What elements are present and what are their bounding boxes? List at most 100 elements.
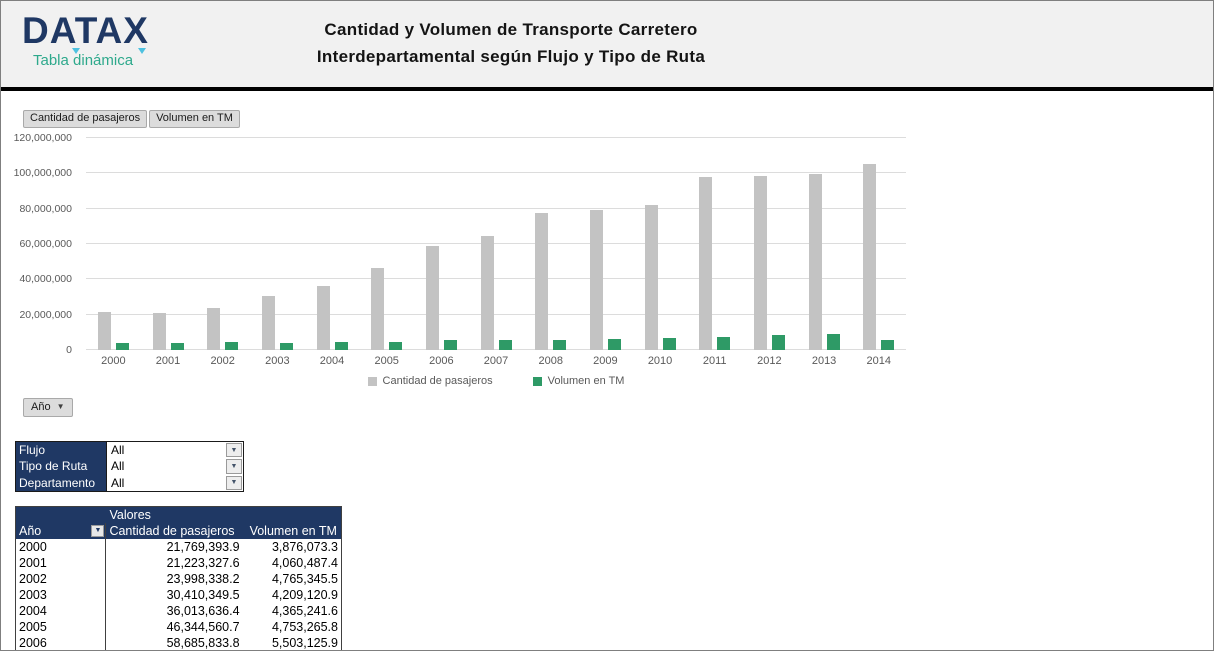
pivot-corner-cell <box>16 507 107 523</box>
passengers-bar <box>753 175 767 350</box>
passengers-bar <box>97 311 111 350</box>
filter-row-departamento: Departamento All ▼ <box>16 474 243 491</box>
x-axis-tick-label: 2014 <box>866 355 891 367</box>
table-row: 2003 30,410,349.5 4,209,120.9 <box>16 587 341 603</box>
bar-group-2011 <box>687 138 742 350</box>
y-axis-tick-labels: 0 20,000,000 40,000,000 60,000,000 80,000,00… <box>1 132 80 356</box>
bar-group-2008 <box>523 138 578 350</box>
gridline <box>86 137 906 138</box>
bar-group-2013 <box>797 138 852 350</box>
pasajeros-cell: 36,013,636.4 <box>166 604 240 618</box>
x-axis-tick-label: 2005 <box>374 355 399 367</box>
pivot-table-body: 2000 21,769,393.9 3,876,073.3 2001 21,223,32… <box>16 539 341 650</box>
filter-value-cell[interactable]: All <box>106 474 225 491</box>
year-cell: 2006 <box>16 635 107 650</box>
volumen-cell: 4,365,241.6 <box>271 604 338 618</box>
header: DATAX Tabla dinámica Cantidad y Volumen … <box>1 1 1213 91</box>
values-header: Valores <box>109 508 151 522</box>
pasajeros-cell: 46,344,560.7 <box>166 620 240 634</box>
x-axis-tick-label: 2013 <box>811 355 837 367</box>
x-axis-tick-label: 2011 <box>702 355 727 367</box>
filter-label: Tipo de Ruta <box>16 458 106 475</box>
legend-swatch-icon <box>532 376 542 386</box>
passengers-bar <box>207 307 221 350</box>
x-axis-tick-labels: 2000 2001 2002 2003 2004 2005 2006 2007 2008 2009… <box>86 355 906 367</box>
bar-group-2007 <box>469 138 524 350</box>
filter-dropdown-button[interactable]: ▼ <box>226 459 242 474</box>
gridline <box>86 172 906 174</box>
legend-item: Cantidad de pasajeros <box>367 375 493 387</box>
bar-group-2012 <box>742 138 797 350</box>
volume-bar <box>826 334 840 350</box>
volume-bar <box>662 337 676 350</box>
year-cell: 2003 <box>16 587 107 603</box>
x-axis-tick-label: 2007 <box>483 355 509 367</box>
year-filter-dropdown-button[interactable]: ▼ <box>91 525 105 537</box>
y-axis-tick-label: 120,000,000 <box>13 132 72 144</box>
page-title-line1: Cantidad y Volumen de Transporte Carrete… <box>324 20 698 39</box>
volume-bar <box>389 341 403 350</box>
x-axis-tick-label: 2000 <box>101 355 126 367</box>
year-cell: 2001 <box>16 555 107 571</box>
year-field-button[interactable]: Año ▼ <box>23 398 73 417</box>
volume-bar <box>279 342 293 350</box>
filter-row-flujo: Flujo All ▼ <box>16 442 243 459</box>
table-row: 2004 36,013,636.4 4,365,241.6 <box>16 603 341 619</box>
legend-swatch-icon <box>367 376 377 386</box>
chevron-down-icon: ▼ <box>56 402 65 411</box>
pasajeros-cell: 58,685,833.8 <box>166 636 240 650</box>
gridline <box>86 313 906 315</box>
passengers-bar <box>261 296 275 350</box>
filter-label: Departamento <box>16 474 106 491</box>
logo-subtitle: Tabla dinámica <box>33 51 134 69</box>
bar-group-2009 <box>578 138 633 350</box>
y-axis-tick-label: 0 <box>66 344 72 356</box>
page-title: Cantidad y Volumen de Transporte Carrete… <box>231 16 791 70</box>
x-axis-tick-label: 2006 <box>429 355 454 367</box>
table-row: 2001 21,223,327.6 4,060,487.4 <box>16 555 341 571</box>
bar-group-2000 <box>86 138 141 350</box>
chart-field-buttons: Cantidad de pasajeros Volumen en TM <box>23 110 240 128</box>
bar-group-2014 <box>851 138 906 350</box>
x-axis-tick-label: 2010 <box>647 355 673 367</box>
volume-bar <box>498 340 512 350</box>
chart-field-button[interactable]: Volumen en TM <box>149 110 240 128</box>
filter-dropdown-button[interactable]: ▼ <box>226 475 242 490</box>
passengers-bar <box>863 164 877 350</box>
bar-group-2001 <box>141 138 196 350</box>
chart-legend: Cantidad de pasajeros Volumen en TM <box>86 375 906 387</box>
filter-row-tipo-de-ruta: Tipo de Ruta All ▼ <box>16 458 243 475</box>
x-axis-tick-label: 2008 <box>538 355 563 367</box>
passengers-bar <box>152 312 166 350</box>
chart-field-button[interactable]: Cantidad de pasajeros <box>23 110 148 128</box>
gridline <box>86 207 906 209</box>
passengers-bar <box>808 173 822 350</box>
filter-value-cell[interactable]: All <box>106 442 225 459</box>
passengers-bar <box>425 246 439 350</box>
volumen-cell: 4,765,345.5 <box>271 572 338 586</box>
passengers-bar <box>589 210 603 350</box>
filter-value-cell[interactable]: All <box>106 458 225 475</box>
pivot-table: Valores Año ▼ Cantidad de pasajeros Volu… <box>15 506 342 650</box>
passengers-bar <box>535 213 549 350</box>
x-axis-tick-label: 2004 <box>319 355 345 367</box>
passengers-bar <box>699 177 713 350</box>
bar-group-2010 <box>633 138 688 350</box>
table-row: 2000 21,769,393.9 3,876,073.3 <box>16 539 341 555</box>
volume-bar <box>170 342 184 350</box>
year-cell: 2005 <box>16 619 107 635</box>
volumen-cell: 3,876,073.3 <box>271 540 338 554</box>
table-row: 2006 58,685,833.8 5,503,125.9 <box>16 635 341 650</box>
year-column-header-label: Año <box>19 524 42 538</box>
y-axis-tick-label: 100,000,000 <box>13 167 72 180</box>
filter-dropdown-button[interactable]: ▼ <box>226 443 242 458</box>
pasajeros-cell: 23,998,338.2 <box>166 572 240 586</box>
passengers-bar <box>316 286 330 350</box>
volumen-cell: 4,209,120.9 <box>271 588 338 602</box>
passengers-bar <box>371 268 385 350</box>
x-axis-tick-label: 2001 <box>155 355 181 367</box>
gridline <box>86 349 906 350</box>
filter-panel: Flujo All ▼ Tipo de Ruta All ▼ Departamento All… <box>15 441 244 492</box>
volume-bar <box>225 341 239 350</box>
passengers-bar <box>644 205 658 350</box>
